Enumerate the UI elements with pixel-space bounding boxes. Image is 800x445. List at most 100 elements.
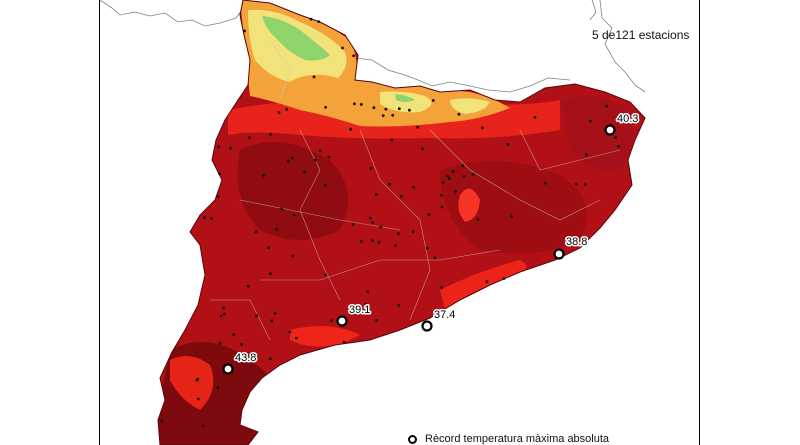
- station-dot: [476, 218, 480, 221]
- station-dot: [451, 170, 455, 173]
- station-dot: [261, 173, 265, 177]
- station-dot: [372, 106, 376, 110]
- station-dot: [412, 185, 415, 189]
- record-dot: [604, 124, 616, 136]
- station-dot: [440, 286, 443, 289]
- station-dot: [218, 341, 222, 345]
- station-dot: [287, 159, 290, 163]
- station-dot: [317, 20, 321, 23]
- record-label: 37.4: [434, 309, 455, 321]
- station-dot: [388, 182, 391, 186]
- station-dot: [461, 164, 464, 168]
- comarca-boundaries: [210, 39, 621, 341]
- record-label: 43.8: [235, 352, 256, 364]
- station-dot: [441, 181, 445, 184]
- station-dot: [371, 221, 375, 225]
- station-dot: [280, 207, 284, 211]
- station-dot: [217, 145, 221, 149]
- station-dot: [543, 181, 547, 185]
- station-dot: [391, 113, 395, 117]
- station-dot: [397, 303, 401, 307]
- record-marker: 37.4: [421, 308, 457, 332]
- station-dot: [216, 195, 220, 199]
- station-dot: [351, 222, 355, 226]
- record-dot: [553, 248, 565, 260]
- station-dot: [446, 174, 449, 178]
- record-label: 39.1: [349, 304, 370, 316]
- station-dot: [427, 213, 431, 217]
- record-dot: [421, 320, 433, 332]
- station-dot: [583, 183, 587, 187]
- station-dot: [160, 419, 164, 423]
- station-dot: [425, 246, 429, 250]
- station-dot: [196, 397, 200, 401]
- station-dot: [448, 177, 451, 181]
- record-marker: 40.3: [604, 112, 640, 136]
- station-dot: [312, 75, 316, 79]
- weather-stations: [160, 17, 620, 428]
- station-dot: [203, 216, 206, 220]
- station-dot: [323, 183, 327, 187]
- station-dot: [453, 189, 457, 193]
- station-dot: [246, 284, 250, 288]
- station-dot: [381, 114, 385, 117]
- station-dot: [229, 146, 233, 150]
- station-dot: [342, 340, 346, 344]
- station-dot: [384, 107, 388, 111]
- station-dot: [269, 132, 272, 136]
- station-dot: [341, 46, 344, 50]
- station-dot: [588, 119, 592, 123]
- station-dot: [416, 125, 420, 129]
- neighbouring-borders: [99, 0, 646, 93]
- station-dot: [330, 319, 333, 323]
- station-dot: [303, 170, 307, 174]
- station-dot: [285, 108, 289, 111]
- station-dot: [273, 312, 277, 315]
- station-dot: [408, 108, 411, 112]
- station-dot: [617, 145, 620, 148]
- station-dot: [585, 153, 588, 157]
- station-dot: [457, 112, 461, 116]
- map-legend: Rècord temperatura màxima absoluta: [408, 433, 609, 445]
- station-dot: [399, 195, 403, 198]
- station-dot: [291, 254, 295, 258]
- station-dot: [366, 290, 369, 293]
- station-dot: [431, 99, 435, 102]
- station-dot: [353, 102, 356, 106]
- station-dot: [440, 205, 444, 209]
- station-dot: [255, 314, 259, 318]
- station-dot: [254, 230, 258, 234]
- catalonia-outline: [157, 0, 646, 445]
- station-dot: [369, 167, 373, 170]
- record-label: 38.8: [566, 236, 587, 248]
- record-marker: 38.8: [553, 235, 589, 260]
- record-marker-icon: [408, 434, 417, 444]
- station-dot: [324, 105, 327, 109]
- station-dot: [277, 111, 281, 114]
- station-dot: [195, 378, 199, 382]
- station-dot: [411, 230, 415, 233]
- record-dot: [336, 315, 348, 327]
- station-dot: [291, 156, 294, 160]
- station-dot: [397, 107, 401, 111]
- station-dot: [275, 227, 278, 231]
- station-dot: [397, 232, 400, 236]
- station-dot: [433, 256, 437, 260]
- station-dot: [462, 175, 466, 178]
- record-marker: 39.1: [336, 303, 372, 327]
- station-dot: [232, 333, 236, 336]
- station-dot: [240, 342, 244, 346]
- station-dot: [359, 239, 363, 243]
- station-dot: [439, 193, 443, 197]
- record-label: 40.3: [617, 113, 638, 125]
- station-dot: [219, 314, 223, 318]
- station-dot: [288, 330, 292, 334]
- station-dot: [364, 303, 368, 306]
- station-dot: [533, 115, 537, 119]
- station-dot: [510, 215, 513, 219]
- station-dot: [270, 319, 274, 323]
- station-dot: [309, 17, 313, 21]
- station-count: 5 de121 estacions: [592, 28, 690, 42]
- station-dot: [295, 336, 298, 340]
- station-dot: [375, 318, 379, 322]
